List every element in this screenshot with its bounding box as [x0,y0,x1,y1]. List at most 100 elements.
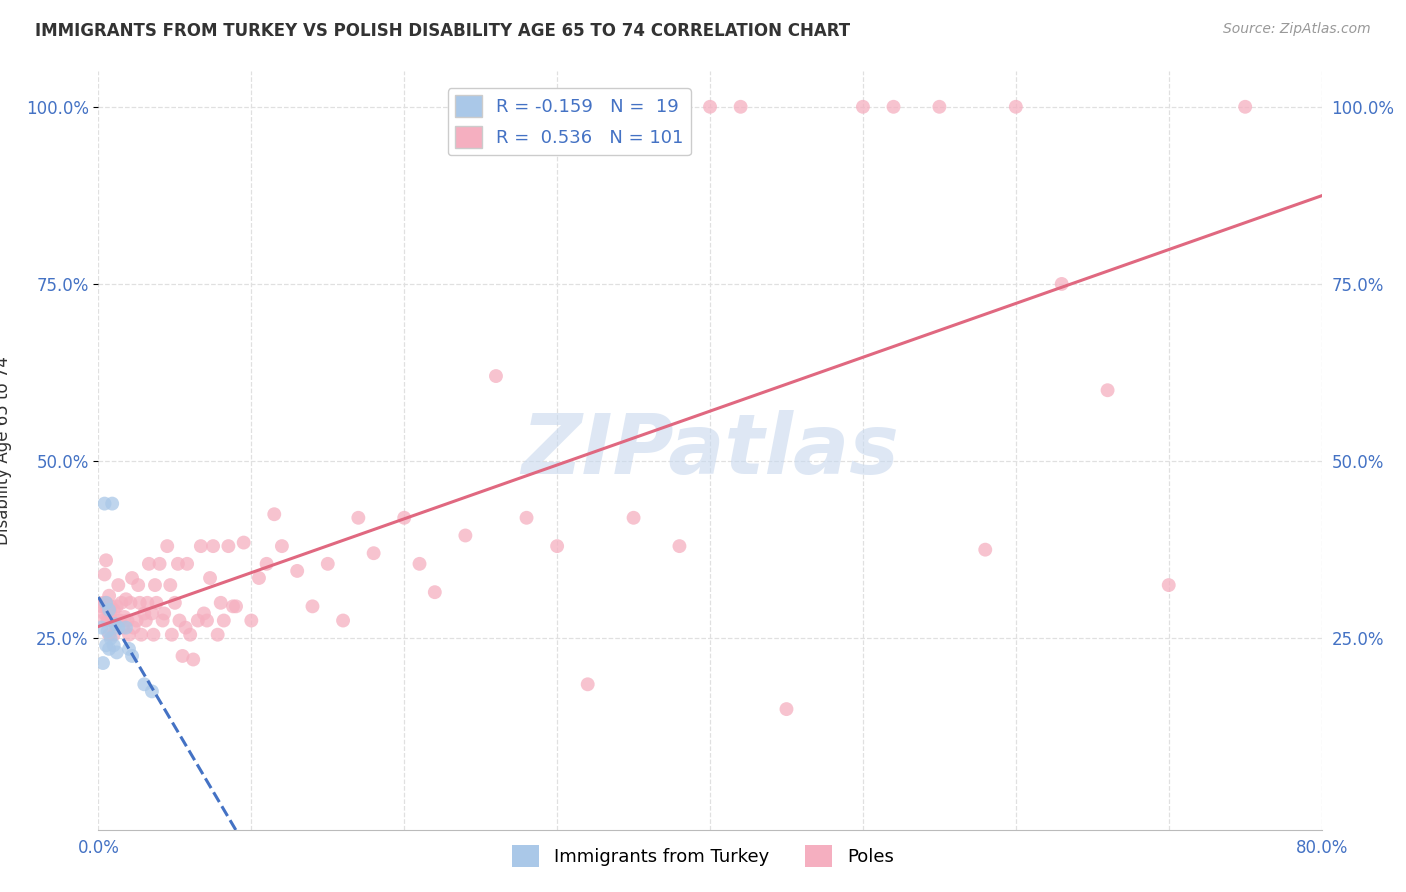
Point [104,617,127,632]
Point [156,539,179,553]
Point [516,510,538,524]
Point [928,100,950,114]
Point [118,628,141,642]
Point [167,557,190,571]
Point [270,539,292,553]
Point [98,603,121,617]
Point [190,539,212,553]
Point [316,557,339,571]
Point [142,628,165,642]
Point [193,607,215,621]
Point [145,596,167,610]
Point [212,614,235,628]
Text: ZIPatlas: ZIPatlas [522,410,898,491]
Point [105,599,128,614]
Point [1004,100,1026,114]
Point [240,614,263,628]
Point [94,596,117,610]
Legend: R = -0.159   N =  19, R =  0.536   N = 101: R = -0.159 N = 19, R = 0.536 N = 101 [447,88,690,155]
Point [108,614,131,628]
Point [121,571,143,585]
Point [107,621,129,635]
Point [1050,277,1073,291]
Point [285,564,308,578]
Point [1157,578,1180,592]
Point [134,677,156,691]
Point [160,628,183,642]
Point [129,628,152,642]
Point [135,614,157,628]
Point [127,578,149,592]
Point [91,596,114,610]
Point [103,628,125,642]
Point [101,614,124,628]
Point [138,557,160,571]
Point [134,607,156,621]
Point [90,599,112,614]
Point [363,546,385,560]
Point [392,510,416,524]
Point [423,585,446,599]
Point [103,638,125,652]
Point [174,621,197,635]
Point [247,571,270,585]
Point [100,607,122,621]
Point [668,539,690,553]
Point [181,652,204,666]
Point [93,497,115,511]
Point [112,610,135,624]
Point [100,632,122,646]
Point [730,100,752,114]
Point [195,614,218,628]
Point [104,617,127,632]
Point [97,624,120,639]
Point [187,614,209,628]
Y-axis label: Disability Age 65 to 74: Disability Age 65 to 74 [0,356,11,545]
Text: Source: ZipAtlas.com: Source: ZipAtlas.com [1223,22,1371,37]
Point [115,592,138,607]
Point [101,497,124,511]
Point [207,628,229,642]
Point [623,510,645,524]
Point [107,578,129,592]
Point [1234,100,1257,114]
Point [454,528,477,542]
Point [98,641,121,656]
Point [198,571,221,585]
Point [149,557,172,571]
Point [263,507,285,521]
Point [121,648,143,663]
Point [110,596,132,610]
Point [347,510,370,524]
Point [128,596,150,610]
Point [225,599,247,614]
Point [103,603,125,617]
Point [93,607,115,621]
Point [90,621,112,635]
Point [143,578,166,592]
Point [98,628,121,642]
Point [202,539,225,553]
Point [118,641,141,656]
Point [141,607,163,621]
Point [152,614,174,628]
Point [172,648,194,663]
Point [209,596,232,610]
Point [97,603,120,617]
Point [91,656,114,670]
Point [408,557,430,571]
Point [153,607,176,621]
Point [91,614,114,628]
Point [98,589,121,603]
Point [222,599,245,614]
Point [232,535,254,549]
Point [699,100,721,114]
Point [179,628,201,642]
Point [115,621,138,635]
Point [974,542,997,557]
Point [576,677,599,691]
Point [546,539,568,553]
Point [163,596,186,610]
Point [100,599,122,614]
Point [117,614,139,628]
